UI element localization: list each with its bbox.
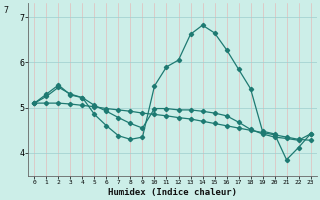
- Text: 7: 7: [4, 6, 8, 15]
- X-axis label: Humidex (Indice chaleur): Humidex (Indice chaleur): [108, 188, 237, 197]
